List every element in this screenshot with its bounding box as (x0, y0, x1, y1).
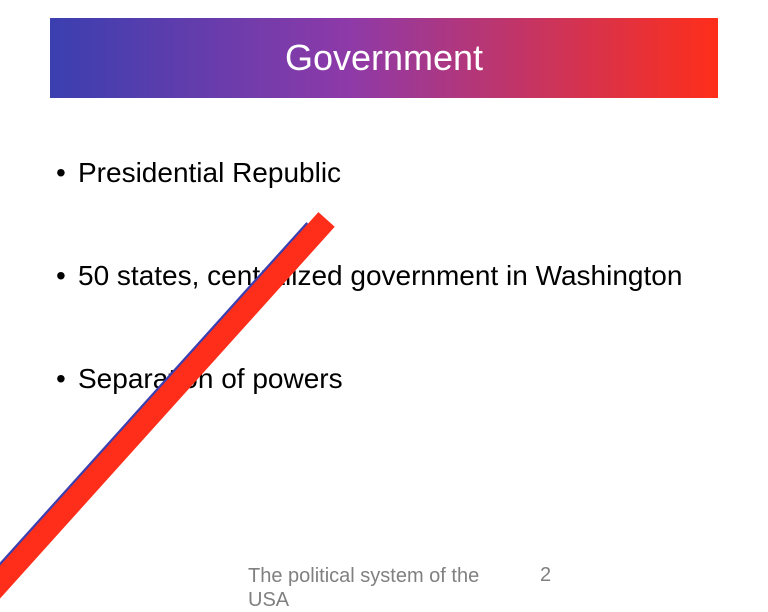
bullet-item: 50 states, centralized government in Was… (50, 258, 690, 293)
bullet-item: Presidential Republic (50, 155, 690, 190)
bullet-item: Separation of powers (50, 361, 690, 396)
footer-title: The political system of the USA (248, 564, 508, 612)
title-bar: Government (50, 18, 718, 98)
content-area: Presidential Republic 50 states, centrali… (50, 155, 690, 396)
bullet-list: Presidential Republic 50 states, centrali… (50, 155, 690, 396)
slide-title: Government (285, 37, 483, 79)
